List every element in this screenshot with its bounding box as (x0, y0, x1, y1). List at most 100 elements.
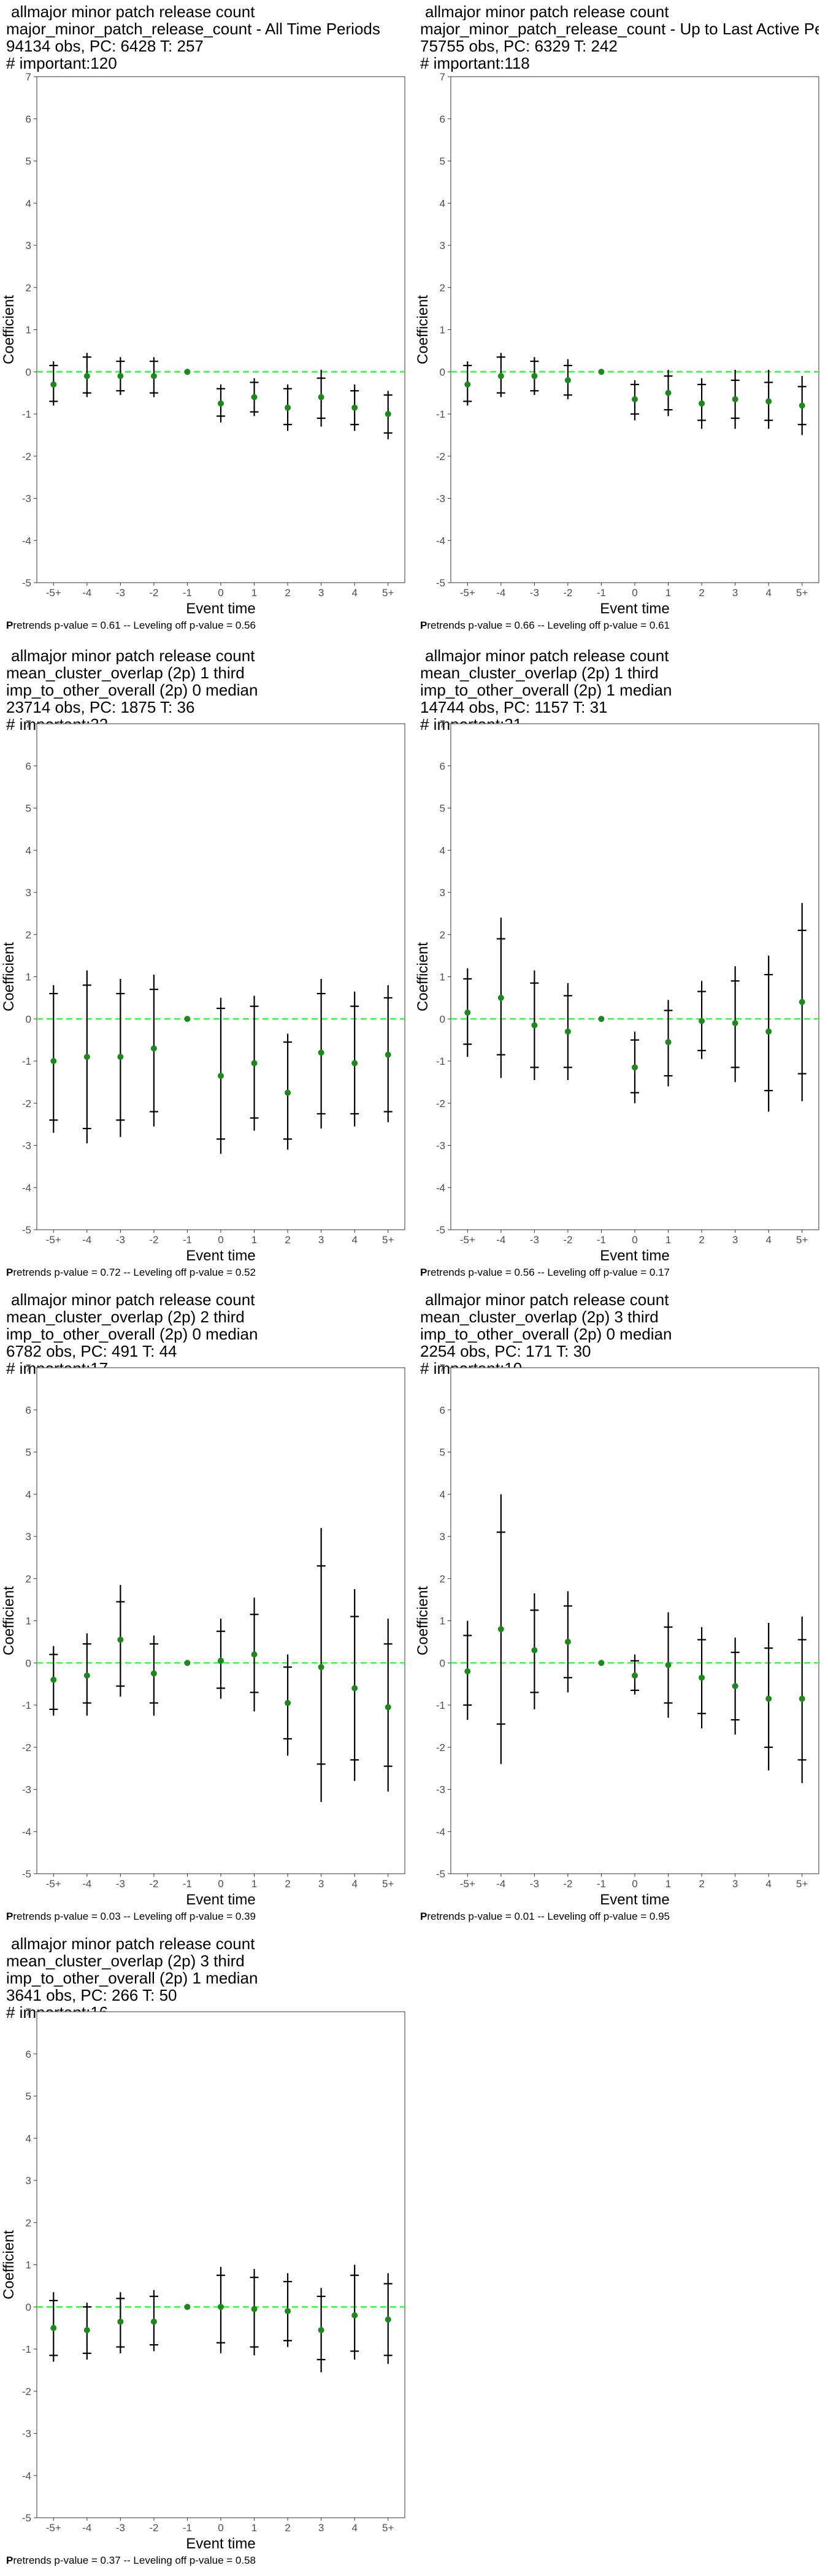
x-tick-label: 0 (632, 1878, 637, 1890)
y-tick-label: 1 (26, 324, 31, 336)
y-tick-label: 0 (26, 366, 31, 378)
x-tick-label: 5+ (382, 1234, 394, 1246)
y-axis-title: Coefficient (1, 1586, 17, 1655)
x-tick-label: 5+ (796, 587, 808, 599)
x-tick-label: -3 (116, 1234, 125, 1246)
y-tick-label: 7 (26, 2006, 31, 2018)
estimate-point (699, 1674, 705, 1681)
chart-title-line: mean_cluster_overlap (2p) 1 third (420, 664, 659, 681)
x-axis-title: Event time (186, 1892, 255, 1908)
y-axis-title: Coefficient (415, 942, 431, 1011)
pvalue-footer: Pretrends p-value = 0.61 -- Leveling off… (6, 619, 256, 632)
estimate-point (50, 2325, 57, 2331)
x-tick-label: -5+ (46, 2522, 61, 2534)
plot-frame (450, 76, 819, 583)
x-tick-label: 2 (285, 1234, 290, 1246)
estimate-point (497, 994, 504, 1001)
y-axis-title: Coefficient (415, 295, 431, 364)
x-tick-label: -3 (530, 587, 539, 599)
y-tick-label: -2 (22, 1742, 31, 1754)
x-tick-label: 1 (251, 587, 257, 599)
y-tick-label: -3 (22, 1140, 31, 1152)
estimate-point (251, 1060, 258, 1067)
y-tick-label: 4 (440, 197, 445, 209)
estimate-point (285, 2308, 291, 2315)
y-tick-label: 4 (440, 1489, 445, 1500)
y-tick-label: 1 (440, 1616, 445, 1627)
chart-panel: allmajor minor patch release count mean_c… (414, 1291, 819, 1929)
y-tick-label: -3 (22, 493, 31, 505)
chart-title-line: allmajor minor patch release count (11, 1291, 255, 1308)
chart-title-line: 2254 obs, PC: 171 T: 30 (420, 1343, 591, 1360)
x-tick-label: -1 (183, 2522, 192, 2534)
estimate-point (351, 1685, 358, 1692)
x-tick-label: -5+ (460, 1878, 475, 1890)
x-tick-label: 1 (665, 1878, 671, 1890)
chart-title-line: major_minor_patch_release_count - Up to … (420, 20, 819, 37)
pvalue-footer-initial: P (6, 619, 13, 631)
estimate-point (665, 1662, 672, 1668)
estimate-point (184, 2304, 191, 2310)
estimate-point (83, 1672, 90, 1679)
y-tick-label: 4 (26, 2133, 31, 2144)
pvalue-footer-text: retrends p-value = 0.37 -- Leveling off … (13, 2555, 256, 2566)
y-tick-label: -5 (22, 1868, 31, 1880)
y-tick-label: -5 (22, 2512, 31, 2524)
chart-panel: allmajor minor patch release count mean_c… (0, 647, 405, 1285)
x-tick-label: 1 (251, 1234, 257, 1246)
x-tick-label: -5+ (460, 587, 475, 599)
x-tick-label: 3 (318, 1878, 324, 1890)
chart-title-line: imp_to_other_overall (2p) 0 median (6, 681, 258, 699)
x-tick-label: -3 (530, 1878, 539, 1890)
chart-svg: -5 -4 -3 -2 -1 0 1 2 3 4 5 6 7 -5+ -4 -3 -2 -1 0 1 2 3 4 5+ Even… (415, 718, 819, 1264)
x-tick-label: 2 (285, 1878, 290, 1890)
estimate-point (598, 369, 605, 375)
estimate-point (150, 1670, 157, 1677)
estimate-point (285, 404, 291, 411)
x-tick-label: 1 (251, 1878, 257, 1890)
chart-svg: -5 -4 -3 -2 -1 0 1 2 3 4 5 6 7 -5+ -4 -3 -2 -1 0 1 2 3 4 5+ Even… (1, 718, 405, 1264)
estimate-point (385, 2316, 391, 2323)
estimate-point (564, 1638, 571, 1645)
chart-title-line: allmajor minor patch release count (11, 3, 255, 20)
x-tick-label: -5+ (46, 1878, 61, 1890)
x-tick-label: 4 (351, 1878, 357, 1890)
x-tick-label: 4 (351, 587, 357, 599)
y-tick-label: 1 (440, 324, 445, 336)
x-tick-label: -3 (116, 2522, 125, 2534)
chart-svg: -5 -4 -3 -2 -1 0 1 2 3 4 5 6 7 -5+ -4 -3 -2 -1 0 1 2 3 4 5+ Even… (1, 71, 405, 617)
y-tick-label: 6 (26, 2049, 31, 2060)
estimate-point (598, 1660, 605, 1666)
estimate-point (632, 396, 638, 402)
x-tick-label: -5+ (46, 587, 61, 599)
y-tick-label: -3 (436, 1784, 445, 1796)
y-tick-label: -2 (436, 451, 445, 462)
estimate-point (251, 394, 258, 401)
estimate-point (150, 1045, 157, 1052)
x-tick-label: 0 (218, 1878, 223, 1890)
x-tick-label: 3 (732, 1234, 738, 1246)
x-tick-label: -3 (116, 1878, 125, 1890)
estimate-point (385, 411, 391, 417)
estimate-point (531, 1647, 538, 1654)
chart-title-line: imp_to_other_overall (2p) 1 median (6, 1969, 258, 1987)
pvalue-footer: Pretrends p-value = 0.56 -- Leveling off… (420, 1267, 670, 1279)
y-tick-label: -2 (22, 451, 31, 462)
x-tick-label: 2 (699, 587, 704, 599)
y-tick-label: 3 (26, 887, 31, 899)
chart-title-line: # important:118 (420, 55, 530, 72)
x-tick-label: -1 (597, 1878, 606, 1890)
x-tick-label: 1 (665, 587, 671, 599)
estimate-point (464, 381, 471, 388)
y-tick-label: 5 (440, 1447, 445, 1459)
pvalue-footer-text: retrends p-value = 0.72 -- Leveling off … (13, 1267, 256, 1278)
estimate-point (699, 1018, 705, 1024)
estimate-point (799, 402, 805, 409)
x-tick-label: 5+ (382, 2522, 394, 2534)
estimate-point (531, 373, 538, 380)
x-tick-label: 0 (218, 2522, 223, 2534)
y-tick-label: 1 (26, 972, 31, 983)
y-tick-label: 2 (26, 1573, 31, 1585)
chart-panel: allmajor minor patch release count major_… (0, 3, 405, 641)
estimate-point (531, 1022, 538, 1029)
